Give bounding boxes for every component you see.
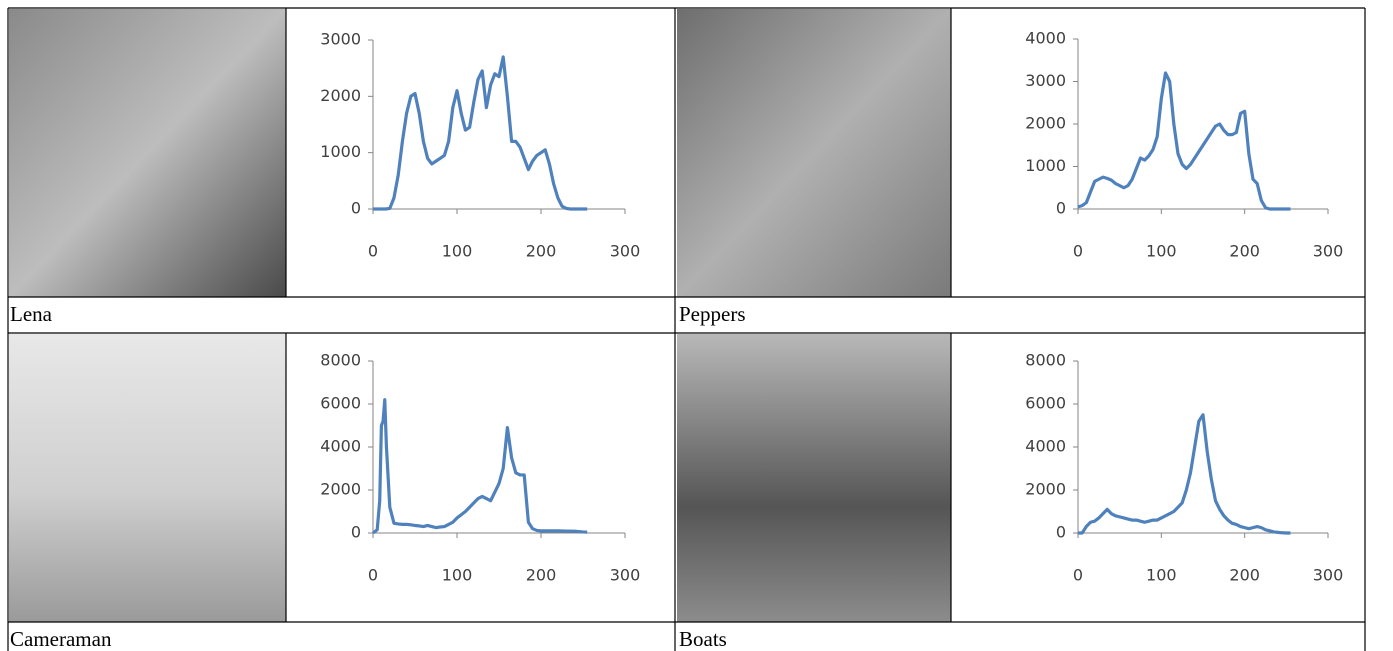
histogram-line — [373, 400, 587, 533]
x-tick-label: 200 — [1229, 566, 1260, 585]
peppers-image — [677, 9, 951, 297]
x-tick-label: 0 — [1073, 566, 1083, 585]
y-tick-label: 2000 — [1025, 114, 1066, 133]
y-tick-label: 0 — [1056, 199, 1066, 218]
y-tick-label: 1000 — [1025, 156, 1066, 175]
y-tick-label: 8000 — [320, 351, 361, 370]
x-tick-label: 100 — [442, 242, 473, 261]
histogram-line — [1078, 73, 1291, 209]
y-tick-label: 0 — [351, 199, 361, 218]
y-tick-label: 6000 — [1025, 394, 1066, 413]
y-tick-label: 3000 — [320, 30, 361, 49]
y-tick-label: 4000 — [1025, 437, 1066, 456]
caption: Cameraman — [10, 627, 112, 651]
chart: 0 1000 2000 3000 4000 0 100 200 300 — [1025, 29, 1343, 261]
x-tick-label: 0 — [1073, 242, 1083, 261]
x-tick-label: 300 — [610, 566, 641, 585]
y-tick-label: 2000 — [1025, 480, 1066, 499]
x-tick-label: 300 — [610, 242, 641, 261]
y-tick-label: 8000 — [1025, 351, 1066, 370]
y-tick-label: 0 — [1056, 523, 1066, 542]
x-tick-label: 200 — [526, 566, 557, 585]
figure-table: Lena Peppers Cameraman Boats 01000200030… — [0, 0, 1393, 651]
y-tick-label: 4000 — [320, 437, 361, 456]
chart: 0 2000 4000 6000 8000 0 100 200 300 — [1025, 351, 1343, 585]
y-tick-label: 2000 — [320, 86, 361, 105]
y-tick-label: 0 — [351, 523, 361, 542]
lena-image — [9, 9, 286, 297]
y-tick-label: 2000 — [320, 480, 361, 499]
x-tick-label: 200 — [526, 242, 557, 261]
x-tick-label: 300 — [1313, 242, 1344, 261]
y-tick-label: 3000 — [1025, 71, 1066, 90]
histogram-line — [1078, 415, 1291, 533]
x-tick-label: 0 — [368, 566, 378, 585]
x-tick-label: 100 — [1146, 242, 1177, 261]
chart: 0 1000 2000 3000 0 100 200 300 — [320, 30, 640, 261]
boats-image — [677, 334, 951, 622]
x-tick-label: 100 — [1146, 566, 1177, 585]
caption: Peppers — [679, 302, 746, 326]
caption: Lena — [10, 302, 53, 326]
histogram-line — [373, 57, 587, 209]
y-tick-label: 4000 — [1025, 29, 1066, 48]
x-tick-label: 100 — [442, 566, 473, 585]
caption: Boats — [679, 627, 727, 651]
chart: 0 2000 4000 6000 8000 0 100 200 300 — [320, 351, 640, 585]
y-tick-label: 1000 — [320, 142, 361, 161]
x-tick-label: 200 — [1229, 242, 1260, 261]
x-tick-label: 300 — [1313, 566, 1344, 585]
x-tick-label: 0 — [368, 242, 378, 261]
cameraman-image — [9, 334, 286, 622]
y-tick-label: 6000 — [320, 394, 361, 413]
